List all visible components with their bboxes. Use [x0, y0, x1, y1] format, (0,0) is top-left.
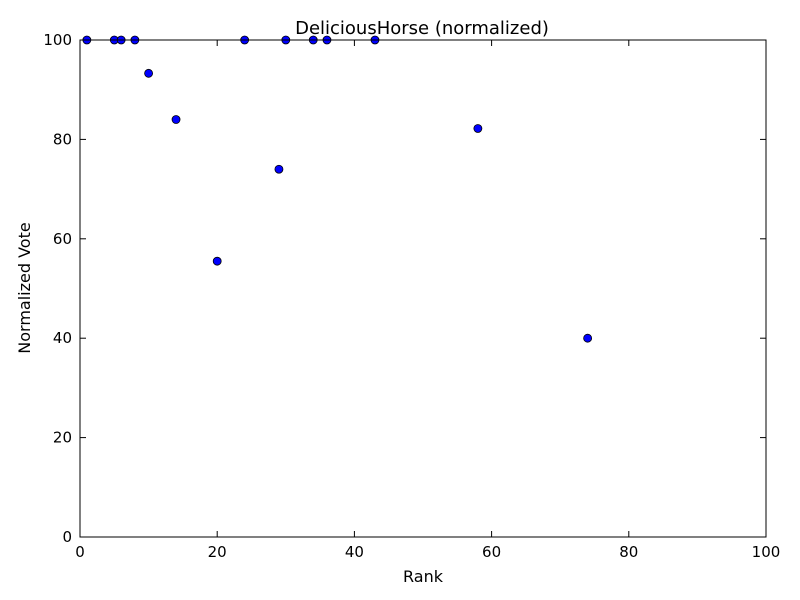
y-axis-label: Normalized Vote [15, 222, 34, 353]
x-axis-ticks: 0 20 40 60 80 100 [75, 40, 780, 561]
data-point [212, 256, 222, 266]
y-tick-label: 80 [53, 130, 72, 148]
plot-area-frame [79, 39, 767, 538]
x-tick-label: 40 [345, 543, 364, 561]
data-points [82, 35, 593, 343]
x-tick-label: 60 [482, 543, 501, 561]
y-axis-ticks: 0 20 40 60 80 100 [43, 31, 766, 546]
x-axis-label: Rank [403, 567, 444, 586]
data-point [144, 68, 154, 78]
data-point [274, 164, 284, 174]
data-point [473, 124, 483, 133]
x-tick-label: 100 [752, 543, 781, 561]
chart-title: DeliciousHorse (normalized) [295, 18, 549, 39]
x-tick-label: 80 [619, 543, 638, 561]
x-tick-label: 0 [75, 543, 85, 561]
y-tick-label: 60 [53, 230, 72, 248]
data-point [583, 333, 593, 343]
data-point [171, 115, 181, 124]
y-tick-label: 100 [43, 31, 72, 49]
x-tick-label: 20 [208, 543, 227, 561]
y-tick-label: 20 [53, 429, 72, 447]
y-tick-label: 40 [53, 329, 72, 347]
y-tick-label: 0 [62, 528, 72, 546]
